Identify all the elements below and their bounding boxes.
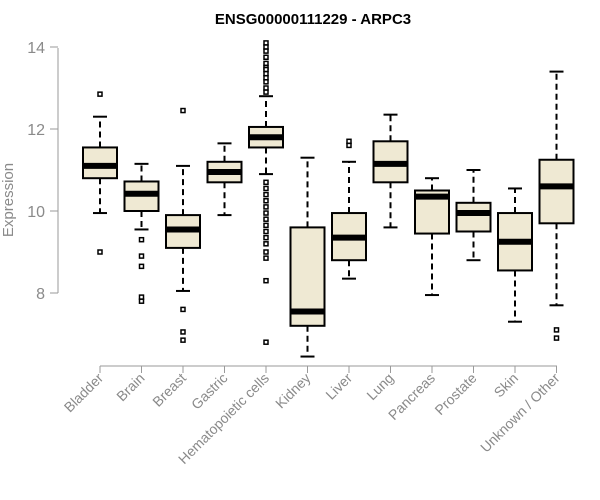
outlier-point — [180, 329, 186, 335]
y-axis-label: Expression — [0, 163, 17, 237]
box-iqr — [538, 158, 575, 225]
x-tick-label: Liver — [322, 370, 355, 403]
outlier-point — [263, 255, 269, 261]
outlier-point — [263, 89, 269, 95]
box-group — [206, 142, 243, 217]
box-group — [165, 107, 201, 343]
outlier-point — [138, 236, 145, 243]
box-group — [414, 177, 450, 297]
x-tick-label: Lung — [363, 370, 396, 403]
outlier-point — [263, 79, 269, 85]
box-group — [372, 113, 409, 229]
outlier-point — [97, 249, 103, 255]
x-tick-label: Brain — [113, 370, 147, 404]
outlier-point — [180, 337, 186, 343]
outlier-point — [263, 228, 269, 235]
box-iqr — [455, 201, 492, 233]
y-tick-label: 8 — [36, 286, 45, 303]
y-tick-label: 12 — [27, 122, 45, 139]
box-group — [248, 40, 284, 345]
box-group — [331, 138, 367, 280]
outlier-point — [138, 263, 145, 270]
outlier-point — [180, 306, 186, 313]
outlier-point — [263, 241, 269, 247]
outlier-point — [263, 339, 269, 345]
outlier-point — [263, 185, 269, 192]
box-group — [538, 70, 575, 341]
box-iqr — [82, 146, 118, 180]
box-group — [82, 91, 118, 255]
outlier-point — [263, 179, 269, 186]
outlier-point — [346, 142, 352, 149]
outlier-point — [263, 277, 269, 284]
outlier-point — [97, 91, 103, 97]
y-tick-label: 14 — [27, 40, 45, 57]
x-tick-label: Breast — [149, 370, 189, 410]
chart-title: ENSG00000111229 - ARPC3 — [215, 11, 411, 28]
y-ticks: 8 10 12 14 — [27, 40, 58, 303]
box-group — [289, 156, 326, 358]
y-tick-label: 10 — [27, 204, 45, 221]
outlier-point — [263, 249, 269, 255]
outlier-point — [263, 216, 269, 222]
x-tick-label: Prostate — [431, 370, 479, 418]
outlier-point — [263, 204, 269, 210]
outlier-point — [263, 191, 269, 198]
x-tick-label: Kidney — [272, 370, 314, 412]
box-group — [123, 162, 160, 304]
box-group — [497, 187, 533, 323]
outlier-point — [138, 298, 145, 304]
outlier-point — [263, 210, 269, 216]
outlier-point — [263, 198, 269, 204]
x-tick-label: Unknown / Other — [477, 370, 563, 456]
outlier-point — [553, 327, 560, 333]
boxes — [82, 40, 575, 358]
box-group — [455, 169, 492, 262]
outlier-point — [263, 234, 269, 241]
x-tick-label: Skin — [491, 370, 522, 401]
outlier-point — [263, 48, 269, 54]
outlier-point — [180, 107, 186, 114]
x-tick-label: Bladder — [61, 370, 107, 416]
outlier-point — [263, 54, 269, 60]
outlier-point — [263, 222, 269, 229]
outlier-point — [553, 335, 560, 341]
outlier-point — [138, 253, 145, 259]
